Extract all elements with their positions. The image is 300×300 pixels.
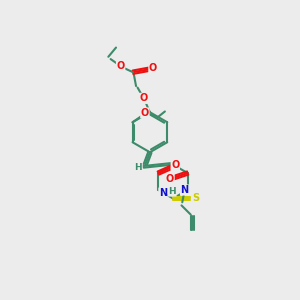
- Text: O: O: [166, 174, 174, 184]
- Text: O: O: [140, 93, 148, 103]
- Text: O: O: [171, 160, 179, 170]
- Text: S: S: [193, 194, 200, 203]
- Text: O: O: [149, 63, 157, 73]
- Text: O: O: [116, 61, 125, 71]
- Text: N: N: [181, 185, 189, 195]
- Text: H: H: [134, 163, 141, 172]
- Text: N: N: [159, 188, 167, 198]
- Text: H: H: [168, 187, 176, 196]
- Text: O: O: [141, 108, 149, 118]
